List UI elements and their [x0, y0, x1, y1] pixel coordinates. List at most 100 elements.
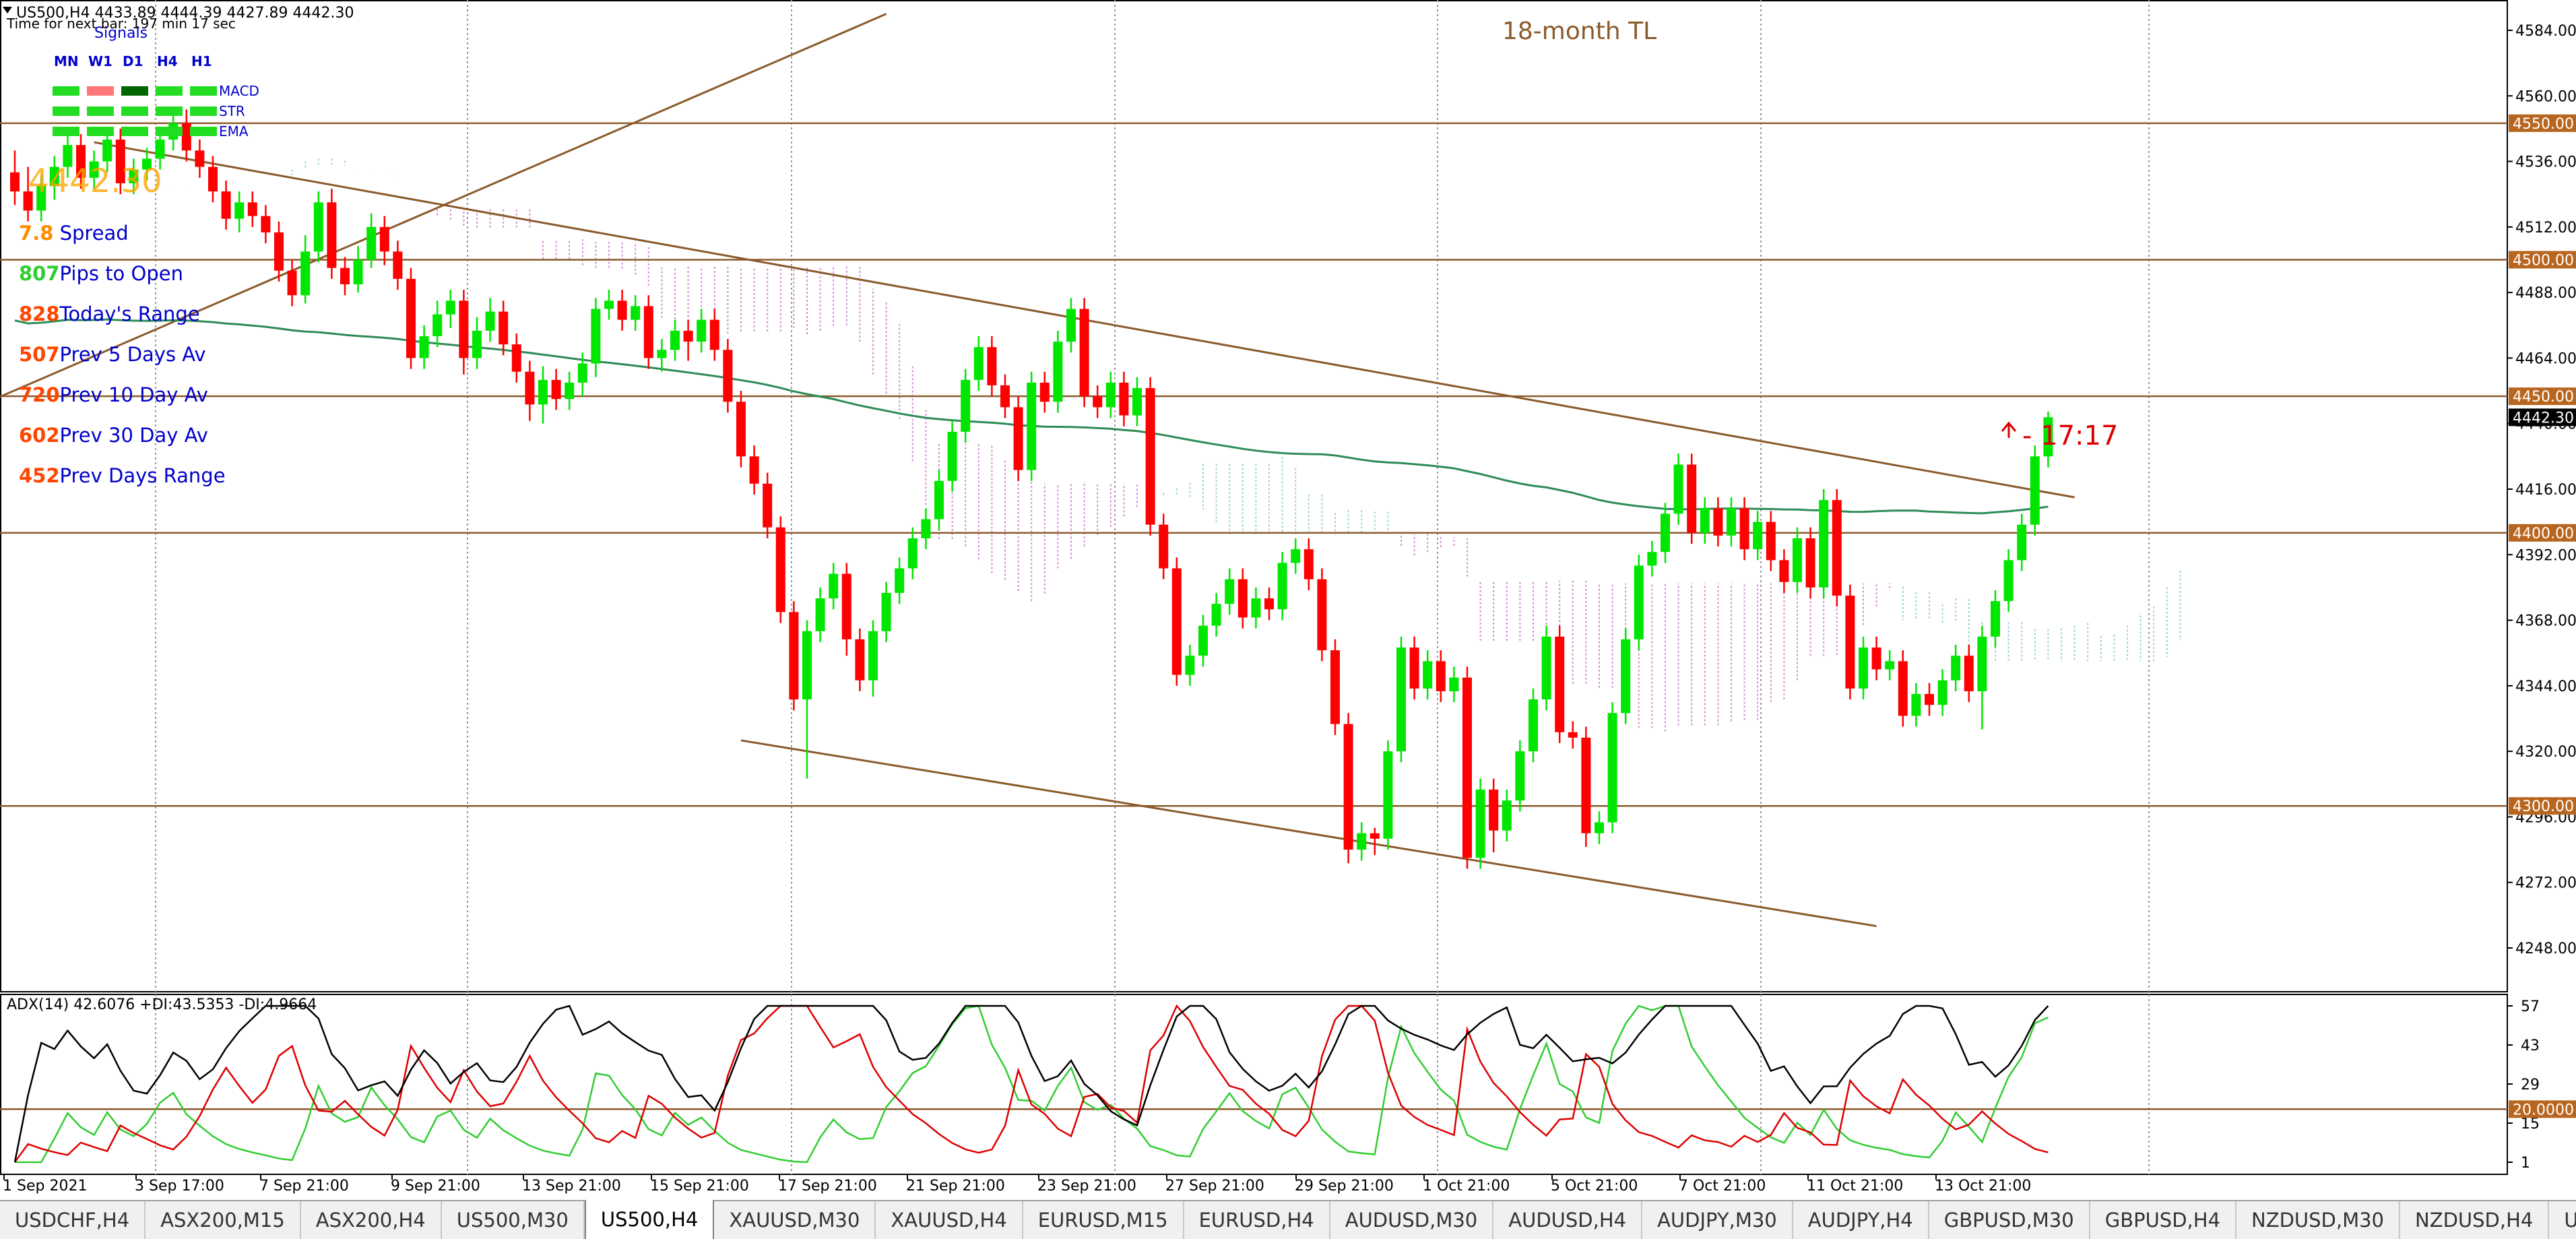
adx-tick: 1 — [2521, 1155, 2530, 1172]
candle-bull — [89, 161, 99, 178]
candle-bear — [683, 330, 693, 342]
candle-bear — [617, 300, 627, 320]
chart-tab[interactable]: ASX200,M15 — [146, 1201, 301, 1239]
time-tick: 27 Sep 21:00 — [1165, 1178, 1264, 1195]
candle-bull — [1396, 647, 1406, 752]
chart-tab[interactable]: AUDJPY,M30 — [1642, 1201, 1793, 1239]
axes: 4584.00 4560.00 4536.00 4512.00 4488.00 4464.… — [3, 23, 2576, 1195]
candle-bear — [511, 344, 521, 372]
price-tick: 4584.00 — [2515, 23, 2576, 40]
candle-bear — [1436, 661, 1446, 691]
adx-tick: 15 — [2521, 1116, 2540, 1133]
level-label: 4300.00 — [2513, 798, 2574, 815]
current-price-label: 4442.30 — [2513, 410, 2574, 426]
time-tick: 13 Sep 21:00 — [522, 1178, 621, 1195]
candle-bull — [1211, 604, 1221, 626]
signal-cell — [87, 127, 114, 136]
chart-tab[interactable]: XAUUSD,M30 — [714, 1201, 876, 1239]
symbol-tab-bar: USDCHF,H4 ASX200,M15 ASX200,H4 US500,M30 US5… — [0, 1200, 2576, 1239]
chart-tab[interactable]: ASX200,H4 — [301, 1201, 442, 1239]
signal-cell — [121, 127, 148, 136]
candle-bull — [2043, 417, 2053, 457]
candle-bull — [907, 538, 917, 569]
candle-bull — [538, 379, 548, 405]
candle-bull — [1793, 538, 1802, 582]
candlesticks — [10, 109, 2053, 869]
candle-bear — [1159, 524, 1169, 569]
price-tick: 4464.00 — [2515, 350, 2576, 367]
candle-bull — [973, 347, 984, 380]
candle-bear — [1805, 538, 1815, 587]
candle-bull — [1859, 647, 1868, 689]
level-label: 4450.00 — [2513, 389, 2574, 406]
signals-title: Signals — [94, 25, 148, 42]
candle-bull — [1132, 388, 1142, 416]
candle-bull — [1027, 382, 1037, 470]
candle-bull — [1753, 521, 1763, 550]
candle-bull — [1951, 656, 1961, 680]
chart-tab[interactable]: GBPUSD,H4 — [2090, 1201, 2237, 1239]
window-corner[interactable] — [3, 7, 12, 13]
chart-tab[interactable]: US500,M30 — [442, 1201, 585, 1239]
chart-tab[interactable]: US500,H4 — [584, 1200, 715, 1239]
signal-row-label: EMA — [219, 123, 249, 139]
chart-tab[interactable]: AUDUSD,M30 — [1330, 1201, 1494, 1239]
candle-bull — [1700, 508, 1710, 533]
candle-bull — [1819, 500, 1829, 587]
adx-label: ADX(14) 42.6076 +DI:43.5353 -DI:4.9664 — [7, 996, 317, 1013]
candle-bear — [525, 371, 535, 405]
chart-tab[interactable]: USDC — [2549, 1201, 2576, 1239]
candle-bull — [1423, 661, 1433, 689]
chart-tab[interactable]: XAUUSD,H4 — [876, 1201, 1023, 1239]
candle-bull — [1383, 751, 1393, 839]
candle-bull — [2030, 456, 2040, 525]
horizontal-levels — [0, 122, 2507, 807]
chart-tab[interactable]: GBPUSD,M30 — [1929, 1201, 2090, 1239]
signal-cell — [190, 127, 217, 136]
candle-bear — [1079, 309, 1089, 397]
level-label: 4500.00 — [2513, 253, 2574, 269]
price-tick: 4320.00 — [2515, 744, 2576, 761]
candle-bear — [1303, 549, 1314, 579]
price-tick: 4392.00 — [2515, 547, 2576, 564]
candle-bull — [1066, 309, 1076, 342]
price-tick: 4488.00 — [2515, 285, 2576, 302]
candle-bear — [855, 639, 865, 680]
chart-tab[interactable]: USDCHF,H4 — [0, 1201, 146, 1239]
candle-bull — [313, 202, 323, 252]
chart-tab[interactable]: EURUSD,H4 — [1184, 1201, 1330, 1239]
candle-bear — [459, 300, 469, 358]
bar-countdown: - 17:17 — [2022, 420, 2118, 451]
candle-bull — [577, 363, 587, 383]
chart-tab[interactable]: AUDJPY,H4 — [1793, 1201, 1929, 1239]
candle-bear — [327, 202, 337, 268]
candle-bull — [1357, 833, 1367, 850]
candle-bear — [723, 350, 733, 402]
signal-cell — [121, 106, 148, 116]
candle-bear — [789, 612, 799, 700]
time-tick: 3 Sep 17:00 — [135, 1178, 224, 1195]
price-tick: 4560.00 — [2515, 88, 2576, 105]
signal-cell — [87, 86, 114, 96]
time-tick: 29 Sep 21:00 — [1295, 1178, 1394, 1195]
chart-tab[interactable]: AUDUSD,H4 — [1493, 1201, 1643, 1239]
candle-bear — [1462, 677, 1472, 858]
candle-bear — [763, 483, 773, 528]
chart-tab[interactable]: NZDUSD,H4 — [2400, 1201, 2550, 1239]
candle-bull — [2003, 560, 2014, 602]
candle-bear — [1871, 647, 1881, 670]
chart-tab[interactable]: EURUSD,M15 — [1023, 1201, 1184, 1239]
candle-bull — [947, 431, 957, 481]
signal-cell — [87, 106, 114, 116]
candle-bear — [274, 232, 284, 271]
candle-bull — [102, 139, 112, 162]
candle-bear — [1845, 596, 1855, 689]
candle-bull — [1607, 713, 1617, 823]
candle-bear — [10, 172, 20, 192]
candle-bear — [1317, 579, 1327, 651]
candle-bull — [1515, 751, 1525, 801]
candle-bull — [1727, 508, 1736, 536]
chart-tab[interactable]: NZDUSD,M30 — [2236, 1201, 2401, 1239]
time-tick: 5 Oct 21:00 — [1551, 1178, 1638, 1195]
